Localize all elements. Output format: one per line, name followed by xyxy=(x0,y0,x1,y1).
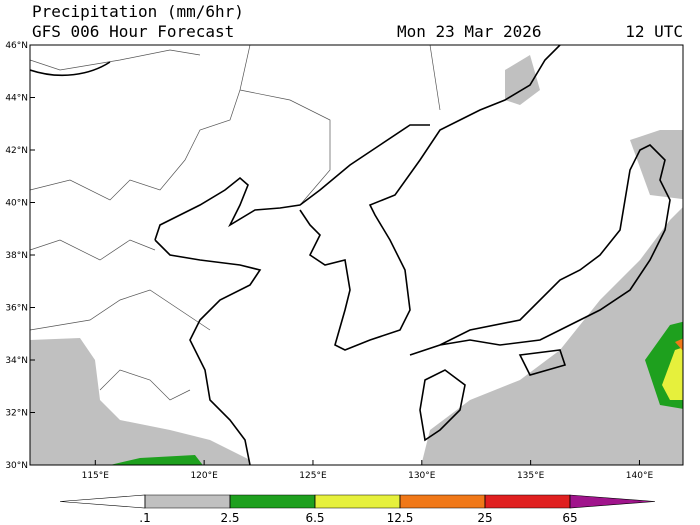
colorbar-swatch xyxy=(59,494,146,509)
colorbar: .1 2.5 6.5 12.5 25 65 xyxy=(59,494,656,525)
y-tick-label: 40°N xyxy=(5,199,28,209)
colorbar-label: 12.5 xyxy=(387,511,414,525)
colorbar-label: 2.5 xyxy=(220,511,239,525)
x-tick-label: 135°E xyxy=(517,471,545,481)
colorbar-swatch xyxy=(569,494,656,509)
x-tick-label: 130°E xyxy=(408,471,436,481)
y-tick-label: 42°N xyxy=(5,146,28,156)
y-tick-label: 38°N xyxy=(5,251,28,261)
precip-area xyxy=(30,338,250,465)
x-tick-label: 120°E xyxy=(190,471,218,481)
y-tick-label: 32°N xyxy=(5,409,28,419)
y-tick-label: 36°N xyxy=(5,304,28,314)
colorbar-label: 6.5 xyxy=(305,511,324,525)
y-tick-label: 30°N xyxy=(5,461,28,471)
precip-area xyxy=(110,455,203,465)
coastline xyxy=(30,45,561,465)
subtitle: GFS 006 Hour Forecast xyxy=(32,22,234,41)
y-tick-label: 34°N xyxy=(5,356,28,366)
precip-area xyxy=(505,55,540,105)
precip-area xyxy=(675,338,683,351)
colorbar-label: 65 xyxy=(562,511,577,525)
forecast-time: 12 UTC xyxy=(625,22,683,41)
colorbar-swatch xyxy=(399,494,486,509)
colorbar-label: .1 xyxy=(139,511,150,525)
precip-area xyxy=(421,207,683,465)
colorbar-swatch xyxy=(144,494,231,509)
map: 115°E 120°E 125°E 130°E 135°E 140°E 30°N 32°N 34… xyxy=(5,41,684,481)
x-tick-label: 140°E xyxy=(626,471,654,481)
y-tick-label: 46°N xyxy=(5,41,28,51)
border xyxy=(30,45,441,401)
colorbar-swatch xyxy=(314,494,401,509)
precip-area xyxy=(630,130,683,200)
title: Precipitation (mm/6hr) xyxy=(32,2,244,21)
precip-area xyxy=(662,347,683,400)
x-tick-label: 125°E xyxy=(299,471,327,481)
forecast-date: Mon 23 Mar 2026 xyxy=(397,22,542,41)
colorbar-swatch xyxy=(229,494,316,509)
colorbar-swatch xyxy=(484,494,571,509)
colorbar-label: 25 xyxy=(477,511,492,525)
coastline xyxy=(409,144,671,442)
y-tick-label: 44°N xyxy=(5,94,28,104)
x-tick-label: 115°E xyxy=(82,471,110,481)
